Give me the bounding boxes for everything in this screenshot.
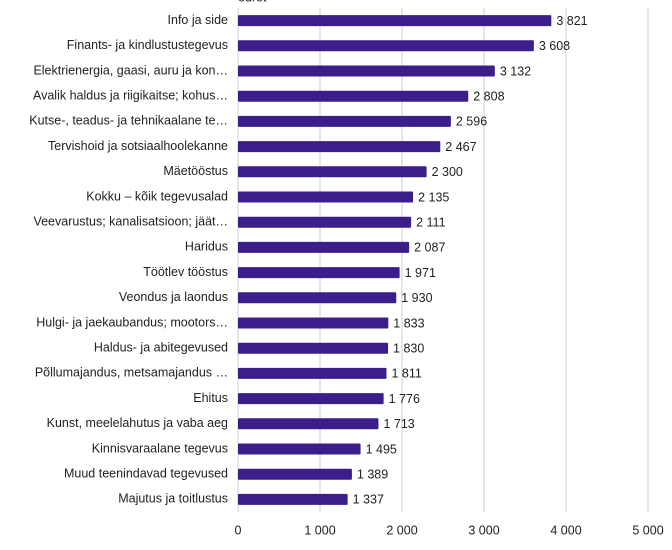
y-tick-label: Kunst, meelelahutus ja vaba aeg	[47, 416, 228, 430]
y-tick-label: Mäetööstus	[163, 164, 228, 178]
y-tick-label: Majutus ja toitlustus	[118, 492, 228, 506]
bar	[238, 191, 414, 203]
x-tick-label: 1 000	[304, 523, 335, 537]
y-tick-label: Elektrienergia, gaasi, auru ja kon…	[33, 63, 228, 77]
y-tick-label: Muud teenindavad tegevused	[64, 466, 228, 480]
x-tick-label: 0	[235, 523, 242, 537]
value-label: 1 930	[401, 291, 432, 305]
y-tick-label: Töötlev tööstus	[143, 265, 228, 279]
axis-label: eurot	[238, 0, 267, 4]
value-label: 3 821	[556, 14, 587, 28]
value-label: 2 111	[416, 215, 445, 229]
x-tick-label: 2 000	[386, 523, 417, 537]
y-tick-label: Info ja side	[168, 13, 229, 27]
bar	[238, 166, 427, 178]
x-tick-label: 3 000	[468, 523, 499, 537]
bar	[238, 292, 397, 304]
bar	[238, 393, 384, 405]
bar	[238, 115, 451, 127]
value-label: 1 830	[393, 341, 424, 355]
y-tick-label: Põllumajandus, metsamajandus …	[35, 366, 228, 380]
bar	[238, 90, 469, 102]
y-tick-label: Veevarustus; kanalisatsioon; jäät…	[33, 214, 228, 228]
y-tick-label: Finants- ja kindlustustegevus	[67, 38, 228, 52]
x-tick-label: 5 000	[632, 523, 663, 537]
y-tick-label: Veondus ja laondus	[119, 290, 228, 304]
y-tick-label: Hulgi- ja jaekaubandus; mootors…	[36, 315, 228, 329]
value-label: 2 596	[456, 115, 487, 129]
bar	[238, 216, 412, 228]
value-label: 3 132	[500, 64, 531, 78]
value-label: 1 495	[366, 442, 397, 456]
y-tick-label: Kinnisvaraalane tegevus	[92, 441, 228, 455]
value-label: 3 608	[539, 39, 570, 53]
value-label: 1 713	[383, 417, 414, 431]
y-tick-label: Ehitus	[193, 391, 228, 405]
bar	[238, 468, 352, 480]
bar	[238, 241, 410, 253]
bar	[238, 443, 361, 455]
y-tick-label: Haldus- ja abitegevused	[94, 340, 228, 354]
bar	[238, 418, 379, 430]
bar	[238, 317, 389, 329]
bar	[238, 40, 534, 52]
value-label: 1 833	[393, 316, 424, 330]
bar	[238, 367, 387, 379]
bar	[238, 65, 495, 77]
value-label: 2 300	[432, 165, 463, 179]
y-tick-label: Kokku – kõik tegevusalad	[86, 189, 228, 203]
y-tick-label: Tervishoid ja sotsiaalhoolekanne	[48, 139, 228, 153]
value-label: 1 337	[353, 493, 384, 507]
y-tick-label: Haridus	[185, 240, 228, 254]
value-label: 1 811	[392, 367, 422, 381]
x-tick-label: 4 000	[550, 523, 581, 537]
value-label: 2 135	[418, 190, 449, 204]
bar	[238, 15, 552, 27]
bar	[238, 493, 348, 505]
value-label: 1 776	[389, 392, 420, 406]
y-tick-label: Avalik haldus ja riigikaitse; kohus…	[33, 88, 228, 102]
bar	[238, 267, 400, 279]
value-label: 2 808	[473, 89, 504, 103]
value-label: 1 389	[357, 467, 388, 481]
value-label: 2 087	[414, 241, 445, 255]
value-label: 1 971	[405, 266, 436, 280]
value-label: 2 467	[445, 140, 476, 154]
bar	[238, 141, 441, 153]
bar	[238, 342, 389, 354]
y-tick-label: Kutse-, teadus- ja tehnikaalane te…	[29, 114, 228, 128]
